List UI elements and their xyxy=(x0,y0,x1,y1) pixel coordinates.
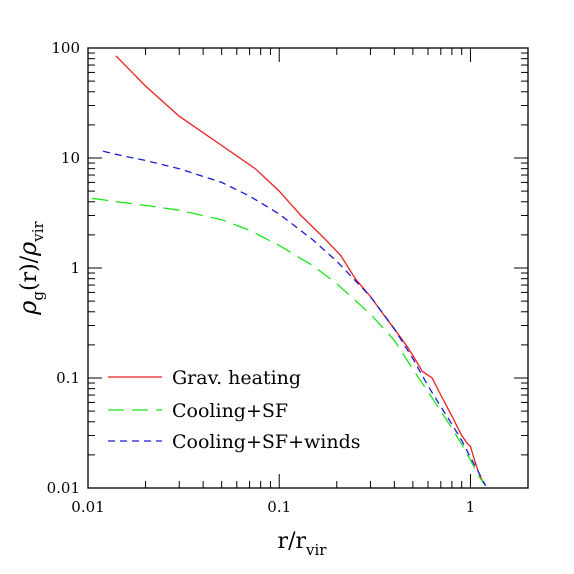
x-tick-label: 1 xyxy=(466,498,476,516)
series-layer xyxy=(92,55,487,487)
legend-label-cooling-sf-winds: Cooling+SF+winds xyxy=(172,431,361,453)
y-tick-label: 10 xyxy=(61,149,80,167)
legend-label-grav-heating: Grav. heating xyxy=(172,367,301,389)
x-tick-label: 0.01 xyxy=(71,498,104,516)
y-tick-label: 0.01 xyxy=(47,479,80,497)
y-tick-label: 100 xyxy=(51,39,80,57)
series-line-1 xyxy=(92,197,487,487)
y-axis-label-rho2: ρ xyxy=(14,242,42,257)
x-tick-label: 0.1 xyxy=(267,498,291,516)
tick-layer xyxy=(87,47,529,489)
y-axis-label: ρg(r)/ρvir xyxy=(14,220,47,315)
y-axis-label-sub-vir: vir xyxy=(29,220,47,242)
series-line-2 xyxy=(102,150,487,487)
y-axis-label-rho: ρ xyxy=(14,301,42,316)
y-axis-label-mid: (r)/ xyxy=(17,255,42,291)
legend: Grav. heating Cooling+SF Cooling+SF+wind… xyxy=(108,367,361,453)
y-tick-label: 0.1 xyxy=(56,369,80,387)
x-axis-label-main: r/r xyxy=(278,529,307,554)
y-axis-label-sub-g: g xyxy=(29,291,47,301)
x-axis-label: r/rvir xyxy=(278,529,328,559)
tick-label-layer: 0.01 0.1 1 0.01 0.1 1 10 100 xyxy=(47,39,476,516)
legend-label-cooling-sf: Cooling+SF xyxy=(172,400,288,422)
y-tick-label: 1 xyxy=(70,259,80,277)
x-axis-label-sub: vir xyxy=(305,541,327,559)
